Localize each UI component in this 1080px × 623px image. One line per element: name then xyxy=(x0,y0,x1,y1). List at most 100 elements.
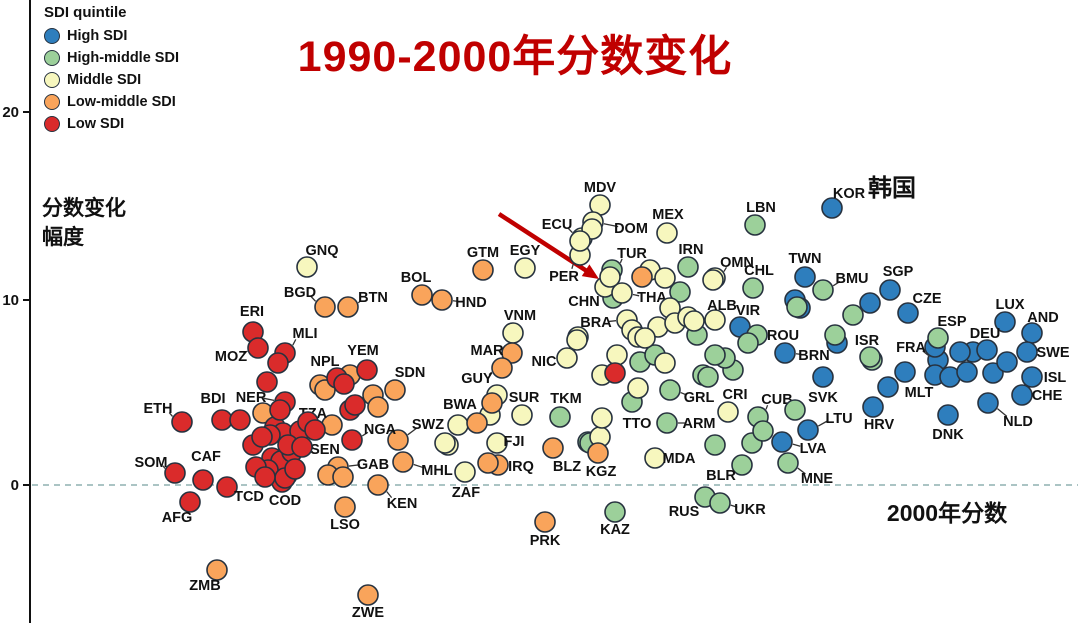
point-ZAF xyxy=(454,461,476,483)
point-ARM xyxy=(656,412,678,434)
point-PRK xyxy=(534,511,556,533)
point-HND xyxy=(431,289,453,311)
point-GRL xyxy=(659,379,681,401)
leader-line xyxy=(997,408,1008,417)
leader-line xyxy=(922,350,929,356)
point-label-SVK: SVK xyxy=(808,390,838,406)
point-TKM xyxy=(549,406,571,428)
y-axis-label: 分数变化 幅度 xyxy=(42,197,126,250)
point-unlabeled xyxy=(434,432,456,454)
high-sdi-dot-icon xyxy=(44,28,60,44)
annotation-arrow-head xyxy=(581,264,599,279)
point-label-LUX: LUX xyxy=(996,297,1025,313)
point-BMU xyxy=(812,279,834,301)
point-MDA xyxy=(644,447,666,469)
point-unlabeled xyxy=(859,346,881,368)
point-label-IRN: IRN xyxy=(679,242,704,258)
legend-item-middle-sdi: Middle SDI xyxy=(44,69,179,91)
point-unlabeled xyxy=(566,329,588,351)
point-label-PER: PER xyxy=(549,269,579,285)
point-label-OMN: OMN xyxy=(720,255,754,271)
point-label-LTU: LTU xyxy=(825,411,852,427)
point-ESP xyxy=(927,327,949,349)
point-label-LBN: LBN xyxy=(746,200,776,216)
leader-line xyxy=(603,223,619,228)
point-BLZ xyxy=(542,437,564,459)
point-unlabeled xyxy=(466,412,488,434)
leader-line xyxy=(608,320,617,323)
point-label-ESP: ESP xyxy=(937,314,966,330)
legend-title: SDI quintile xyxy=(44,4,127,21)
point-label-BOL: BOL xyxy=(401,270,432,286)
point-label-KAZ: KAZ xyxy=(600,522,630,538)
point-label-CHL: CHL xyxy=(744,263,774,279)
point-label-MEX: MEX xyxy=(652,207,684,223)
point-unlabeled xyxy=(631,266,653,288)
point-unlabeled xyxy=(956,361,978,383)
leader-line xyxy=(452,300,459,303)
leader-line xyxy=(817,420,828,427)
point-label-MDV: MDV xyxy=(584,180,617,196)
point-BDI xyxy=(211,409,233,431)
point-label-PRK: PRK xyxy=(530,533,561,549)
point-MLT xyxy=(894,361,916,383)
point-GTM xyxy=(472,259,494,281)
leader-line xyxy=(361,431,369,437)
point-label-AFG: AFG xyxy=(162,510,193,526)
leader-line xyxy=(386,491,393,499)
point-label-BLZ: BLZ xyxy=(553,459,581,475)
point-label-SUR: SUR xyxy=(509,390,540,406)
point-label-MNE: MNE xyxy=(801,471,834,487)
point-label-VNM: VNM xyxy=(504,308,536,324)
point-label-NLD: NLD xyxy=(1003,414,1033,430)
leader-line xyxy=(680,391,687,396)
point-label-BTN: BTN xyxy=(358,290,388,306)
point-unlabeled xyxy=(654,352,676,374)
point-label-ISR: ISR xyxy=(855,333,880,349)
point-label-NER: NER xyxy=(236,390,267,406)
point-TWN xyxy=(794,266,816,288)
point-FJI xyxy=(486,432,508,454)
point-HRV xyxy=(862,396,884,418)
point-label-MDA: MDA xyxy=(662,451,696,467)
point-unlabeled xyxy=(627,377,649,399)
point-BTN xyxy=(337,296,359,318)
point-label-HRV: HRV xyxy=(864,417,895,433)
point-CAF xyxy=(192,469,214,491)
point-unlabeled xyxy=(786,296,808,318)
point-label-ROU: ROU xyxy=(767,328,799,344)
point-BOL xyxy=(411,284,433,306)
korea-annotation: 韩国 xyxy=(868,175,916,202)
point-label-BRN: BRN xyxy=(798,348,829,364)
point-unlabeled xyxy=(704,434,726,456)
point-BLR xyxy=(731,454,753,476)
point-label-SDN: SDN xyxy=(395,365,426,381)
point-label-GTM: GTM xyxy=(467,245,499,261)
point-KEN xyxy=(367,474,389,496)
point-label-SOM: SOM xyxy=(134,455,167,471)
point-unlabeled xyxy=(254,466,276,488)
point-AND xyxy=(1021,322,1043,344)
point-label-MLT: MLT xyxy=(905,385,934,401)
leader-line xyxy=(619,258,623,264)
leader-line xyxy=(348,464,361,467)
point-label-BMU: BMU xyxy=(835,271,868,287)
leader-line xyxy=(243,350,248,355)
point-label-SWZ: SWZ xyxy=(412,417,444,433)
point-label-MAR: MAR xyxy=(470,343,504,359)
point-label-CUB: CUB xyxy=(761,392,792,408)
point-AFG xyxy=(179,491,201,513)
point-unlabeled xyxy=(654,267,676,289)
point-LSO xyxy=(334,496,356,518)
point-unlabeled xyxy=(291,436,313,458)
point-label-NPL: NPL xyxy=(311,354,340,370)
point-unlabeled xyxy=(697,366,719,388)
point-LVA xyxy=(771,431,793,453)
point-label-FJI: FJI xyxy=(504,434,525,450)
point-ISL xyxy=(1021,366,1043,388)
leader-line xyxy=(357,299,362,304)
point-label-AND: AND xyxy=(1027,310,1058,326)
leader-line xyxy=(832,280,841,287)
leader-line xyxy=(795,353,802,356)
point-label-CHN: CHN xyxy=(568,294,599,310)
